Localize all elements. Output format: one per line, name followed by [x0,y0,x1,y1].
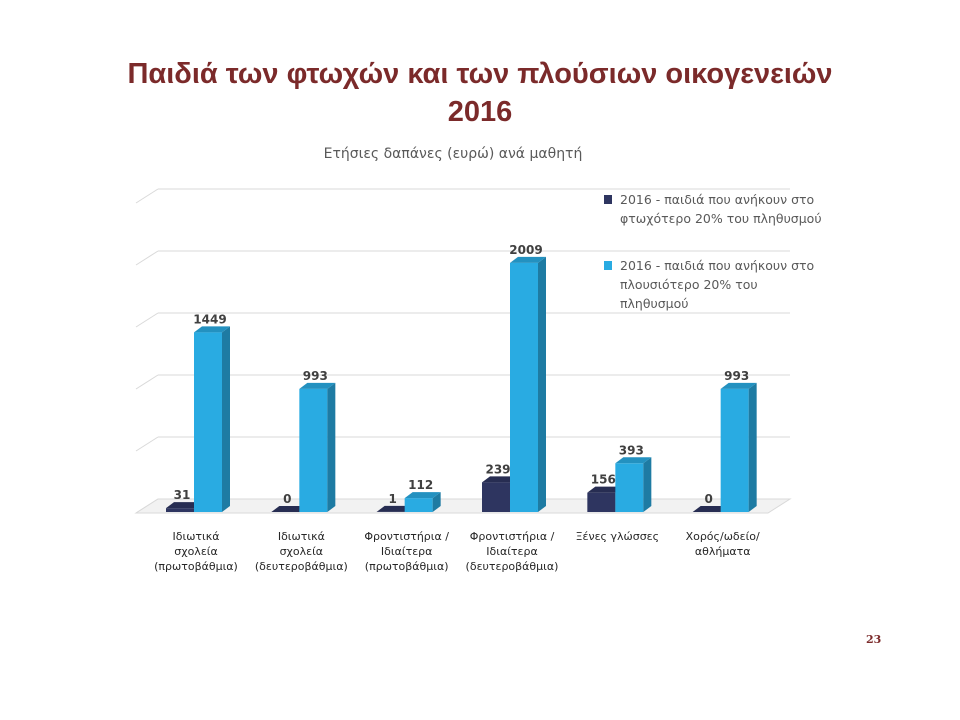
category-label: Φροντιστήρια / [470,530,555,543]
data-label: 1 [388,492,396,506]
bar-top [299,382,336,389]
bar-top [166,502,202,509]
bar-top [404,492,441,499]
legend-swatch-poor [604,195,612,204]
data-label: 112 [408,478,433,492]
bar [720,388,749,512]
data-label: 156 [591,473,616,487]
gridline-side [135,374,159,390]
data-label: 393 [619,443,644,457]
bar-side [222,326,230,512]
bar [510,262,538,512]
bar-top [194,326,230,333]
data-label: 993 [303,369,328,383]
data-label: 239 [485,462,510,476]
category-label: Ξένες γλώσσες [576,530,660,543]
chart-floor [134,498,792,514]
category-label: σχολεία [174,545,217,558]
bar-top [510,256,546,263]
legend-label-rich: 2016 - παιδιά που ανήκουν στο πλουσιότερ… [620,258,815,311]
gridline-side [135,188,159,204]
bar-top [720,382,757,389]
bar-top [271,506,308,512]
bar-side [327,382,336,512]
data-label: 993 [724,369,749,383]
bar-top [376,505,413,512]
bar-top [692,506,729,512]
data-label: 31 [174,488,191,502]
bar-side [748,382,757,512]
bar [166,508,194,512]
category-label: Ιδιαίτερα [381,545,432,558]
bar-top [482,476,518,483]
category-label: (πρωτοβάθμια) [365,560,449,573]
category-label: Ιδιωτικά [278,530,325,543]
gridline-side [135,250,159,266]
category-label: (δευτεροβάθμια) [466,560,559,573]
category-label: Ιδιαίτερα [486,545,537,558]
bar [482,482,510,512]
legend-label-poor: 2016 - παιδιά που ανήκουν στο φτωχότερο … [620,192,822,226]
bar [194,332,222,512]
page-number: 23 [866,633,882,646]
legend-swatch-rich [604,261,612,270]
data-label: 0 [704,492,712,506]
bar-side [538,256,546,512]
category-label: (δευτεροβάθμια) [255,560,348,573]
gridline-side [135,436,159,452]
bar [587,492,616,512]
category-label: (πρωτοβάθμια) [154,560,238,573]
category-label: Φροντιστήρια / [364,530,449,543]
chart-title: Ετήσιες δαπάνες (ευρώ) ανά μαθητή [323,146,583,162]
category-label: Χορός/ωδείο/ [686,530,760,543]
data-label: 0 [283,492,291,506]
bar-side [643,457,652,512]
category-label: αθλήματα [695,545,751,558]
gridline-side [135,312,159,328]
bar-side [432,492,441,512]
bar [404,498,433,512]
bar [615,463,644,512]
category-label: σχολεία [280,545,323,558]
bar-top [587,486,624,493]
bar-top [615,457,652,464]
slide-title: Παιδιά των φτωχών και των πλούσιων οικογ… [127,58,833,90]
data-label: 1449 [193,312,226,326]
bar [299,388,328,512]
data-label: 2009 [509,243,542,257]
category-label: Ιδιωτικά [173,530,220,543]
slide-title-year: 2016 [447,96,513,128]
